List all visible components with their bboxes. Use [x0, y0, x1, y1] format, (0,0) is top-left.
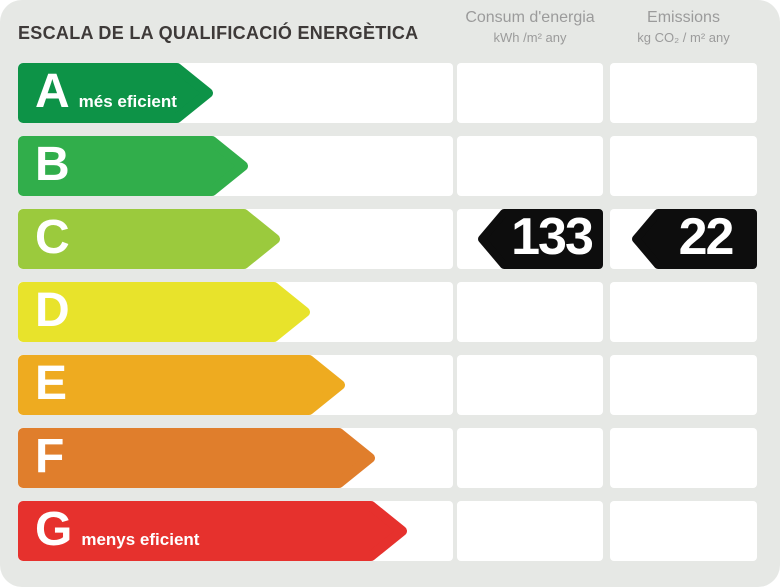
efficiency-label: menys eficient: [81, 530, 200, 549]
rating-row-e: E: [0, 355, 780, 415]
rating-letter: G: [35, 503, 73, 556]
value-badge-arrow-shape: [632, 209, 757, 269]
rating-bar-c: C: [18, 209, 280, 269]
bar-arrow-shape: [18, 501, 407, 561]
emissions-column-header: Emissions kg CO₂ / m² any: [610, 9, 757, 45]
bar-text: C: [18, 209, 79, 269]
page-title: ESCALA DE LA QUALIFICACIÓ ENERGÈTICA: [18, 23, 419, 43]
consum-value: 133: [511, 208, 594, 266]
consum-cell: [457, 355, 603, 415]
emissions-cell: [610, 282, 757, 342]
rating-row-d: D: [0, 282, 780, 342]
rating-letter: A: [35, 65, 70, 118]
emissions-cell: [610, 136, 757, 196]
emissions-cell: [610, 355, 757, 415]
consum-cell: 133: [457, 209, 603, 269]
bar-arrow-shape: [18, 355, 345, 415]
rating-bar-f: F: [18, 428, 375, 488]
emissions-cell: [610, 428, 757, 488]
consum-value-badge: 133: [478, 209, 603, 269]
bar-arrow-shape: [18, 136, 248, 196]
bar-arrow-shape: [18, 63, 213, 123]
consum-cell: [457, 428, 603, 488]
value-badge-arrow-shape: [478, 209, 603, 269]
bar-text: E: [18, 355, 76, 415]
rating-letter: D: [35, 284, 70, 337]
rating-bar-b: B: [18, 136, 248, 196]
bar-text: F: [18, 428, 73, 488]
emissions-value: 22: [678, 208, 735, 266]
bar-arrow-shape: [18, 282, 310, 342]
emissions-column-unit: kg CO₂ / m² any: [637, 30, 730, 45]
efficiency-label: més eficient: [78, 92, 177, 111]
rating-letter: E: [35, 357, 68, 410]
emissions-cell: [610, 63, 757, 123]
consum-cell: [457, 136, 603, 196]
emissions-cell: [610, 501, 757, 561]
consum-cell: [457, 282, 603, 342]
rating-letter: F: [35, 430, 65, 483]
consum-cell: [457, 63, 603, 123]
emissions-value-badge: 22: [632, 209, 757, 269]
bar-arrow-shape: [18, 209, 280, 269]
rating-bar-e: E: [18, 355, 345, 415]
bar-text: D: [18, 282, 79, 342]
consum-column-header: Consum d'energia kWh /m² any: [457, 9, 603, 45]
rating-row-b: B: [0, 136, 780, 196]
consum-column-title: Consum d'energia: [465, 9, 595, 26]
rating-row-c: 133 22 C: [0, 209, 780, 269]
rating-letter: B: [35, 138, 70, 191]
rating-letter: C: [35, 211, 70, 264]
consum-column-unit: kWh /m² any: [493, 30, 567, 45]
bar-arrow-shape: [18, 428, 375, 488]
consum-cell: [457, 501, 603, 561]
emissions-column-title: Emissions: [647, 9, 720, 26]
emissions-cell: 22: [610, 209, 757, 269]
bar-text: B: [18, 136, 79, 196]
rating-bar-d: D: [18, 282, 310, 342]
rating-row-f: F: [0, 428, 780, 488]
